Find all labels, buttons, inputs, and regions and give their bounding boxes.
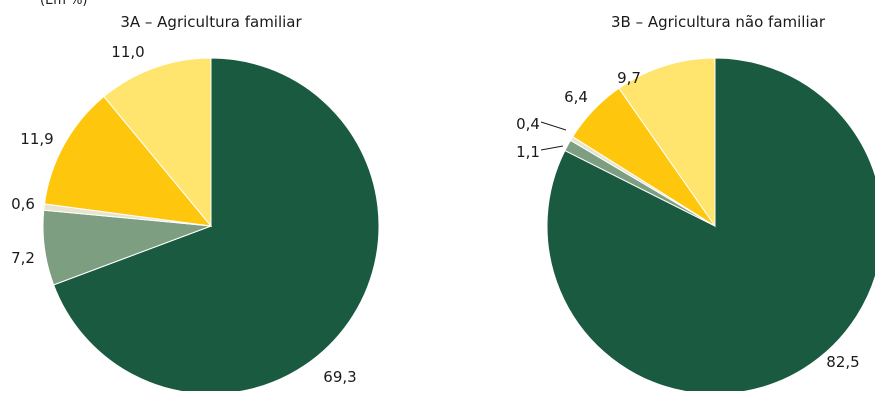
- pie-b-label-4: 9,7: [617, 69, 641, 87]
- chart-a-title: 3A – Agricultura familiar: [120, 13, 302, 31]
- pie-b-slice-0: [546, 57, 875, 395]
- pie-b-leader-2: [540, 121, 567, 131]
- pie-a-label-0: 69,3: [323, 368, 356, 386]
- pie-b-label-2: 0,4: [516, 115, 540, 133]
- pie-a-label-2: 0,6: [11, 195, 35, 213]
- pie-a-label-1: 7,2: [11, 249, 35, 267]
- pie-b-slice-4: [618, 57, 716, 228]
- chart-b-title: 3B – Agricultura não familiar: [611, 13, 826, 31]
- pie-a: 69,3 7,2 0,6 11,9 11,0: [11, 43, 380, 395]
- unit-label: (Em %): [40, 0, 88, 8]
- pie-b-label-3: 6,4: [564, 88, 588, 106]
- pie-a-label-4: 11,0: [111, 43, 144, 61]
- pie-a-slice-3: [43, 95, 213, 227]
- pie-a-slice-0: [53, 57, 380, 395]
- pie-b-label-1: 1,1: [516, 143, 540, 161]
- pie-b-label-0: 82,5: [826, 353, 859, 371]
- pie-b-leader-1: [540, 145, 564, 151]
- pie-a-slice-4: [103, 57, 212, 228]
- pie-b: 82,5 1,1 0,4 6,4 9,7: [516, 57, 875, 395]
- pie-a-label-3: 11,9: [20, 130, 53, 148]
